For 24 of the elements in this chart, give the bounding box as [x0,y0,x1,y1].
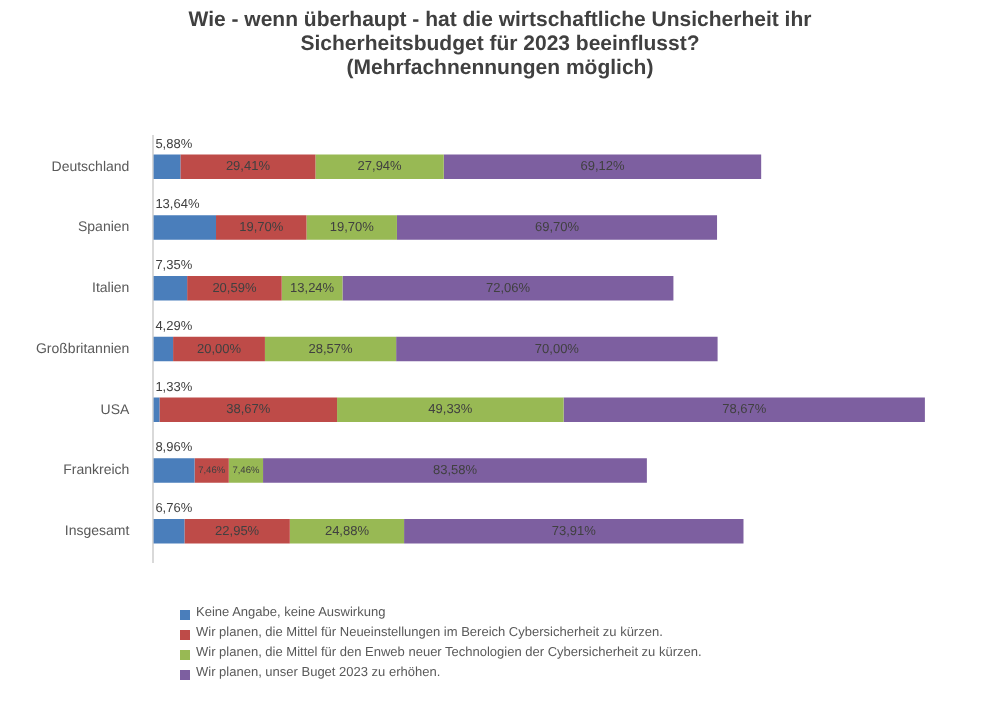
bar [342,276,674,301]
bar [443,154,762,179]
bar [153,458,195,483]
bar [315,154,444,179]
bar [289,519,405,544]
bar [306,215,397,240]
bar [153,154,181,179]
bar [404,519,744,544]
bar [263,458,647,483]
bar [153,336,174,362]
bar [153,519,185,544]
bar [264,336,397,362]
bar [153,276,188,301]
bar [396,215,718,240]
chart-title: Wie - wenn überhaupt - hat die wirtschaftliche Unsicherheit ihr Sicherheitsbudget für 2023 beeinflusst? [186,6,814,56]
bar [153,215,217,240]
chart-subtitle: (Mehrfachnennungen möglich) [344,56,656,80]
bar [184,519,290,544]
bar [180,154,316,179]
bar [337,397,564,422]
bar [216,215,307,240]
bar [159,397,338,422]
bar [563,397,925,422]
bar [396,336,718,362]
